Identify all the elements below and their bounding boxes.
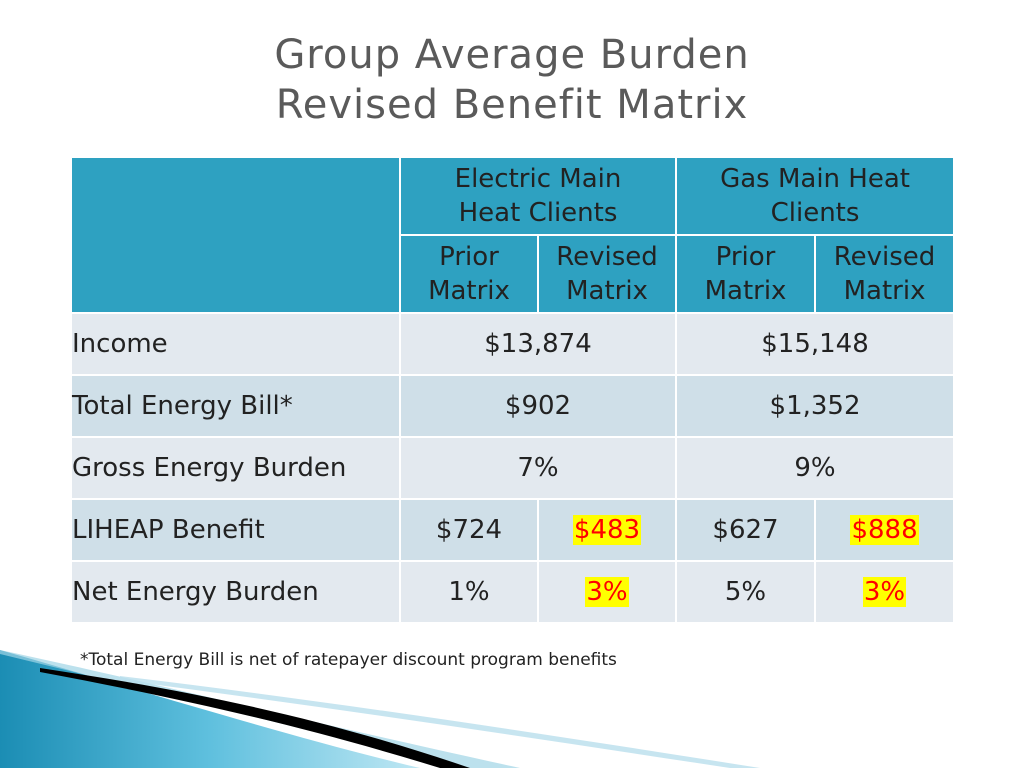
- slide-title: Group Average Burden Revised Benefit Mat…: [0, 30, 1024, 130]
- highlighted-value: $483: [572, 515, 642, 545]
- table-row-net-energy-burden: Net Energy Burden 1% 3% 5% 3%: [70, 560, 956, 624]
- cell-electric-prior: $724: [399, 498, 539, 562]
- cell-gas-revised: 3%: [814, 560, 956, 624]
- header-row-matrix: Prior Matrix Revised Matrix Prior Matrix…: [71, 234, 956, 314]
- header-electric-group: Electric Main Heat Clients: [398, 156, 678, 236]
- row-label: Income: [70, 312, 401, 376]
- title-line-1: Group Average Burden: [274, 32, 750, 78]
- highlighted-value: $888: [850, 515, 919, 545]
- header-gas-prior: Prior Matrix: [675, 234, 817, 314]
- row-label: LIHEAP Benefit: [70, 498, 401, 562]
- cell-gas-revised: $888: [814, 498, 956, 562]
- header-gas-group: Gas Main Heat Clients: [675, 156, 956, 236]
- header-gas-revised: Revised Matrix: [814, 234, 956, 314]
- header-electric-prior: Prior Matrix: [399, 234, 539, 314]
- highlighted-value: 3%: [585, 577, 629, 607]
- table-row-gross-energy-burden: Gross Energy Burden 7% 9%: [70, 436, 956, 500]
- highlighted-value: 3%: [862, 577, 907, 607]
- row-label: Net Energy Burden: [70, 560, 401, 624]
- cell-electric-revised: 3%: [536, 560, 678, 624]
- cell-gas: $15,148: [675, 312, 956, 376]
- table-row-liheap-benefit: LIHEAP Benefit $724 $483 $627 $888: [70, 498, 956, 562]
- header-electric-revised: Revised Matrix: [536, 234, 678, 314]
- cell-gas: $1,352: [675, 374, 956, 438]
- table-row-income: Income $13,874 $15,148: [70, 312, 956, 376]
- cell-electric: 7%: [398, 436, 678, 500]
- row-label: Gross Energy Burden: [70, 436, 401, 500]
- footnote: *Total Energy Bill is net of ratepayer d…: [80, 650, 617, 670]
- decorative-swoosh: [0, 650, 760, 768]
- row-label: Total Energy Bill*: [70, 374, 401, 438]
- cell-gas: 9%: [675, 436, 956, 500]
- cell-electric-prior: 1%: [399, 560, 539, 624]
- cell-gas-prior: 5%: [675, 560, 817, 624]
- cell-gas-prior: $627: [675, 498, 817, 562]
- header-corner-cell: [70, 156, 401, 314]
- table-row-total-energy-bill: Total Energy Bill* $902 $1,352: [70, 374, 956, 438]
- cell-electric: $902: [398, 374, 678, 438]
- cell-electric-revised: $483: [536, 498, 678, 562]
- benefit-matrix-table: Electric Main Heat Clients Gas Main Heat…: [70, 156, 956, 624]
- header-row-groups: Electric Main Heat Clients Gas Main Heat…: [70, 156, 956, 314]
- cell-electric: $13,874: [398, 312, 678, 376]
- title-line-2: Revised Benefit Matrix: [275, 82, 749, 128]
